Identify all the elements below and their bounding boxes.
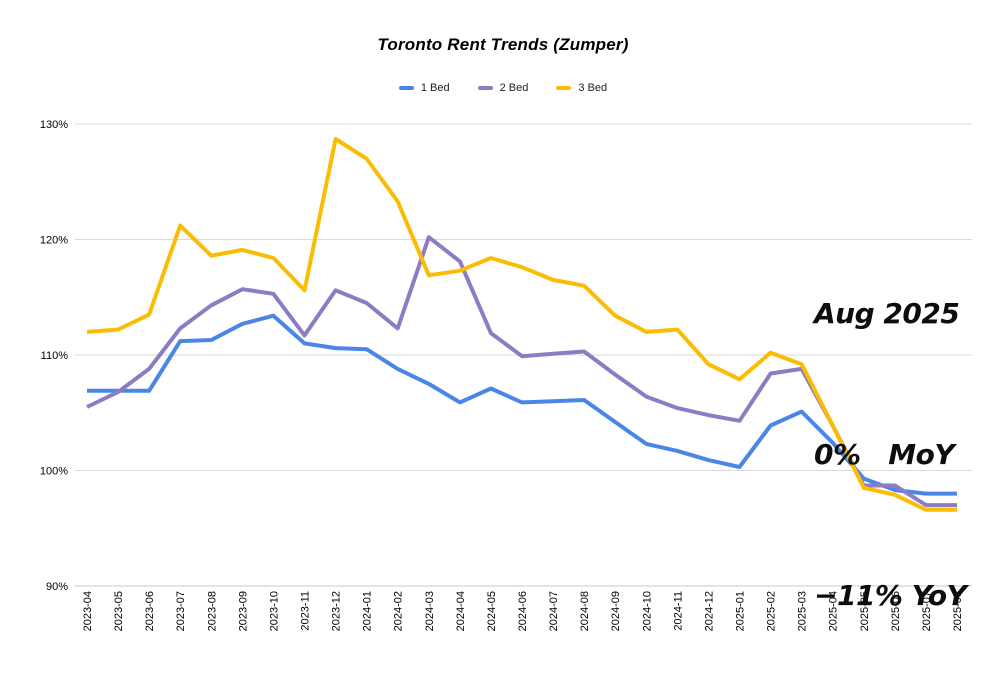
legend-label: 2 Bed	[499, 81, 529, 94]
y-tick-100: 100%	[40, 466, 68, 478]
x-tick-2023-09: 2023-09	[237, 591, 249, 631]
x-tick-2025-06: 2025-06	[890, 591, 902, 631]
legend-swatch-icon	[398, 85, 414, 90]
x-tick-2025-04: 2025-04	[828, 591, 840, 631]
legend-label: 1 Bed	[420, 81, 450, 94]
x-tick-2024-11: 2024-11	[672, 591, 684, 631]
x-tick-2025-07: 2025-07	[921, 591, 933, 631]
x-tick-2025-01: 2025-01	[735, 591, 747, 631]
x-tick-2024-09: 2024-09	[610, 591, 622, 631]
x-tick-2023-11: 2023-11	[300, 591, 312, 631]
x-tick-2024-03: 2024-03	[424, 591, 436, 631]
y-tick-90: 90%	[46, 581, 68, 593]
x-tick-2023-12: 2023-12	[331, 591, 343, 631]
series-line-1-bed	[87, 313, 957, 496]
x-tick-2024-12: 2024-12	[703, 591, 715, 631]
x-tick-2023-05: 2023-05	[113, 591, 125, 631]
legend-item-1-bed: 1 Bed	[398, 81, 450, 94]
x-tick-2023-04: 2023-04	[82, 591, 94, 631]
x-tick-2024-04: 2024-04	[455, 591, 467, 631]
x-tick-2023-08: 2023-08	[206, 591, 218, 631]
series-line-3-bed	[86, 137, 957, 512]
legend-item-2-bed: 2 Bed	[477, 81, 529, 94]
chart-legend: 1 Bed 2 Bed 3 Bed	[0, 80, 1006, 95]
annotation-line-yoy: −11% YoY	[814, 579, 967, 612]
x-tick-2025-02: 2025-02	[766, 591, 778, 631]
y-tick-130: 130%	[40, 119, 68, 131]
x-tick-2023-06: 2023-06	[144, 591, 156, 631]
legend-label: 3 Bed	[578, 81, 608, 94]
annotation-line-mom: 0% MoY	[814, 438, 955, 471]
annotation-line-month: Aug 2025	[814, 297, 960, 330]
x-tick-2023-07: 2023-07	[175, 591, 187, 631]
chart-title: Toronto Rent Trends (Zumper)	[377, 35, 629, 54]
x-tick-2025-03: 2025-03	[797, 591, 809, 631]
legend-swatch-icon	[556, 85, 572, 90]
x-tick-2025-08: 2025-08	[952, 591, 964, 631]
y-tick-110: 110%	[41, 350, 69, 362]
chart-annotation: Aug 2025 0% MoY −11% YoY	[814, 196, 967, 673]
legend-swatch-icon	[477, 85, 493, 90]
x-tick-2024-10: 2024-10	[641, 591, 653, 631]
x-tick-2024-08: 2024-08	[579, 591, 591, 631]
x-tick-2023-10: 2023-10	[268, 591, 280, 631]
x-tick-2024-06: 2024-06	[517, 591, 529, 631]
x-tick-2024-01: 2024-01	[362, 591, 374, 631]
y-tick-120: 120%	[40, 235, 68, 247]
x-tick-2024-05: 2024-05	[486, 591, 498, 631]
x-tick-2024-02: 2024-02	[393, 591, 405, 631]
legend-item-3-bed: 3 Bed	[556, 82, 607, 94]
x-tick-2025-05: 2025-05	[859, 591, 871, 631]
x-tick-2024-07: 2024-07	[548, 591, 560, 631]
